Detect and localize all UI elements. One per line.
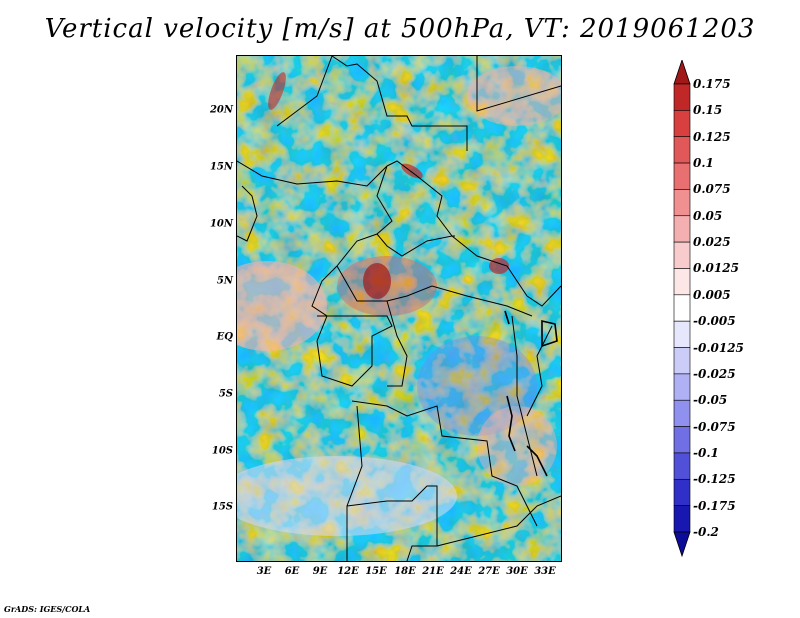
lat-label: 10S <box>211 445 233 457</box>
border-congo-drc <box>386 300 408 387</box>
lat-label: 15S <box>211 501 233 513</box>
lon-label: 33E <box>534 566 556 577</box>
border-libya-niger-chad <box>331 56 468 151</box>
colorbar-label: -0.005 <box>693 314 736 329</box>
border-angola-west <box>346 405 363 561</box>
lake-victoria <box>541 319 558 348</box>
lake-albert <box>504 310 510 325</box>
colorbar-swatch <box>673 268 691 296</box>
colorbar-label: -0.0125 <box>693 340 744 355</box>
lon-label: 24E <box>450 566 472 577</box>
colorbar-label: 0.075 <box>693 182 731 197</box>
colorbar-swatch <box>673 110 691 138</box>
border-egypt-sudan <box>476 56 561 112</box>
gulf-guinea-updraft <box>237 261 327 351</box>
lon-label: 18E <box>394 566 416 577</box>
lake-malawi <box>526 445 548 477</box>
colorbar-swatch <box>673 189 691 217</box>
lat-label: 10N <box>209 218 233 230</box>
border-nigeria-cameroon <box>311 265 338 342</box>
colorbar-swatch <box>673 505 691 533</box>
eastern-subsidence <box>417 336 537 436</box>
country-borders <box>237 56 561 561</box>
colorbar-swatch <box>673 373 691 401</box>
colorbar-swatch <box>673 215 691 243</box>
southern-weak-subsidence <box>237 456 457 536</box>
lat-label: 20N <box>209 104 233 116</box>
colorbar-swatch <box>673 426 691 454</box>
border-car-sudan <box>376 233 528 297</box>
colorbar-label: -0.1 <box>693 445 719 460</box>
lon-label: 6E <box>284 566 300 577</box>
northeast-updraft-zone <box>467 66 561 126</box>
colorbar-swatch <box>673 136 691 164</box>
colorbar-label: 0.005 <box>693 287 731 302</box>
border-algeria-niger <box>276 56 333 127</box>
colorbar-swatch <box>673 294 691 322</box>
colorbar-label: -0.175 <box>693 498 736 513</box>
lon-label: 27E <box>478 566 500 577</box>
colorbar-label: 0.0125 <box>693 261 739 276</box>
colorbar-max-arrow <box>673 60 691 85</box>
chart-title: Vertical velocity [m/s] at 500hPa, VT: 2… <box>44 14 756 44</box>
colorbar-swatch <box>673 452 691 480</box>
colorbar <box>673 60 691 558</box>
colorbar-swatch <box>673 399 691 427</box>
colorbar-label: 0.025 <box>693 235 731 250</box>
lat-label: 15N <box>209 161 233 173</box>
colorbar-label: -0.125 <box>693 472 736 487</box>
lat-label: EQ <box>216 331 233 343</box>
colorbar-min-arrow <box>673 531 691 558</box>
colorbar-swatch <box>673 347 691 375</box>
lon-label: 21E <box>422 566 444 577</box>
map-panel <box>236 55 562 562</box>
border-benin-nigeria <box>237 185 258 242</box>
lon-label: 12E <box>337 566 359 577</box>
colorbar-label: 0.125 <box>693 129 731 144</box>
lon-label: 3E <box>256 566 272 577</box>
colorbar-swatch <box>673 241 691 269</box>
colorbar-label: 0.15 <box>693 103 723 118</box>
border-drc-angola-zambia <box>351 400 538 527</box>
border-car-drc <box>336 265 533 317</box>
border-zambia-zimbabwe <box>436 495 561 547</box>
colorbar-label: -0.025 <box>693 366 736 381</box>
lon-label: 9E <box>312 566 328 577</box>
lat-label: 5N <box>216 275 233 287</box>
colorbar-swatch <box>673 162 691 190</box>
border-south-sudan-uganda <box>526 285 561 307</box>
colorbar-label: 0.05 <box>693 208 723 223</box>
vertical-velocity-field <box>237 56 561 561</box>
colorbar-label: -0.05 <box>693 393 728 408</box>
colorbar-label: 0.175 <box>693 77 731 91</box>
colorbar-swatch <box>673 83 691 111</box>
lake-tanganyika <box>506 395 516 452</box>
lon-label: 30E <box>506 566 528 577</box>
updraft-core-north <box>401 163 423 179</box>
colorbar-swatch <box>673 320 691 348</box>
grads-credit: GrADS: IGES/COLA <box>4 604 91 614</box>
colorbar-label: -0.2 <box>693 525 719 539</box>
border-gabon-congo <box>316 315 393 387</box>
strong-updraft-core <box>363 263 391 299</box>
border-uganda-kenya-tanzania <box>526 325 553 417</box>
colorbar-label: 0.1 <box>693 156 714 171</box>
lakes <box>504 310 558 477</box>
colorbar-swatch <box>673 478 691 506</box>
border-angola-namibia <box>346 485 438 561</box>
colorbar-label: -0.075 <box>693 419 736 434</box>
southeast-updraft-zone <box>477 406 557 486</box>
lat-label: 5S <box>218 388 233 400</box>
lon-label: 15E <box>365 566 387 577</box>
updraft-core-northwest <box>268 72 286 110</box>
